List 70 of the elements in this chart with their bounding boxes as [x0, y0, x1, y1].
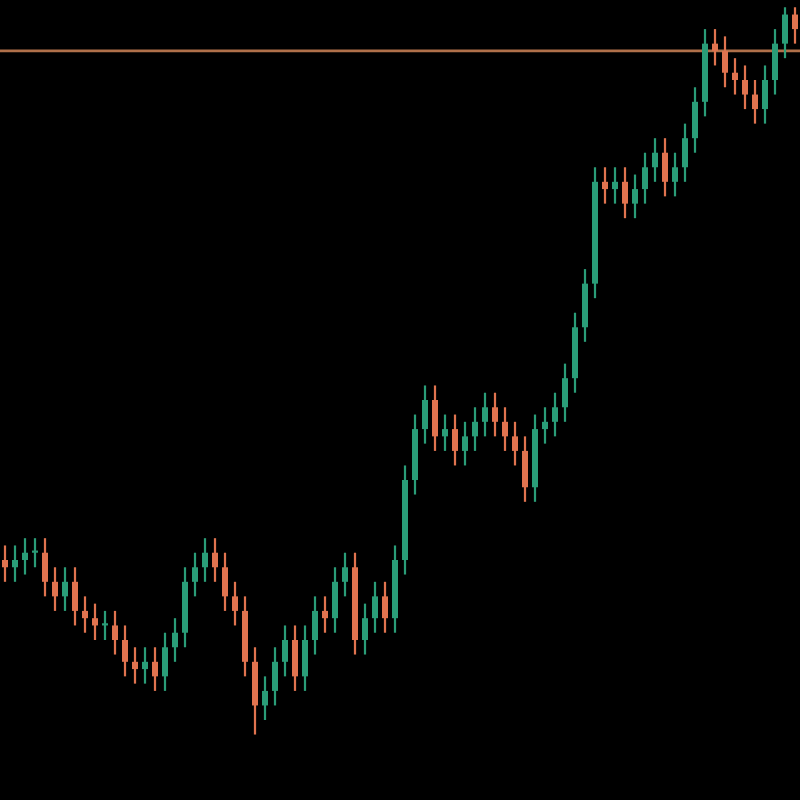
candlestick	[692, 86, 698, 154]
candlestick	[312, 595, 318, 656]
candlestick	[562, 362, 568, 423]
candlestick	[462, 420, 468, 467]
candlestick	[502, 406, 508, 453]
candlestick	[742, 64, 748, 111]
candlestick	[22, 537, 28, 576]
candlestick	[582, 267, 588, 343]
candlestick	[52, 566, 58, 613]
candlestick	[142, 646, 148, 685]
candlestick	[602, 166, 608, 205]
candlestick	[262, 675, 268, 722]
candlestick	[782, 6, 788, 60]
candlestick	[752, 78, 758, 125]
candlestick	[62, 566, 68, 613]
candlestick	[272, 646, 278, 707]
candlestick	[732, 57, 738, 96]
candlestick	[82, 595, 88, 634]
candlestick	[322, 595, 328, 634]
candlestick	[382, 580, 388, 634]
candlestick	[162, 631, 168, 693]
candlestick	[542, 406, 548, 445]
candlestick	[372, 580, 378, 634]
candlestick	[512, 420, 518, 467]
candlestick	[632, 173, 638, 220]
candlestick	[722, 35, 728, 89]
candlestick	[682, 122, 688, 183]
candlestick	[72, 566, 78, 627]
candlestick	[202, 537, 208, 583]
candlestick	[492, 391, 498, 438]
candlestick	[282, 624, 288, 678]
candlestick	[452, 413, 458, 467]
candlestick	[232, 580, 238, 627]
candlestick	[672, 151, 678, 198]
candlestick	[772, 27, 778, 96]
candlestick	[342, 551, 348, 598]
candlestick	[292, 624, 298, 693]
candlestick	[122, 624, 128, 678]
candlestick	[652, 137, 658, 183]
candlestick	[252, 646, 258, 736]
candlestick	[112, 609, 118, 656]
candlestick	[332, 566, 338, 634]
candlestick	[642, 151, 648, 205]
candlestick	[42, 537, 48, 598]
candlestick	[222, 551, 228, 613]
candlestick	[712, 27, 718, 67]
candlestick	[482, 391, 488, 438]
candlestick	[362, 602, 368, 656]
candlestick	[302, 624, 308, 693]
candlestick	[612, 166, 618, 205]
candlestick	[152, 646, 158, 693]
candlestick	[662, 137, 668, 198]
candlestick	[32, 537, 38, 569]
candlestick	[442, 413, 448, 453]
candlestick	[472, 406, 478, 453]
candlestick	[92, 602, 98, 642]
candlestick	[12, 544, 18, 583]
candlestick	[552, 391, 558, 438]
candlestick	[792, 6, 798, 45]
candlestick	[622, 166, 628, 220]
candlestick	[522, 435, 528, 503]
candlestick	[422, 384, 428, 445]
candlestick	[102, 609, 108, 642]
candlestick	[762, 64, 768, 125]
candlestick	[2, 544, 8, 583]
candlestick	[212, 537, 218, 583]
candlestick	[192, 551, 198, 598]
candlestick	[432, 384, 438, 453]
candlestick	[132, 646, 138, 685]
candlestick	[172, 617, 178, 663]
